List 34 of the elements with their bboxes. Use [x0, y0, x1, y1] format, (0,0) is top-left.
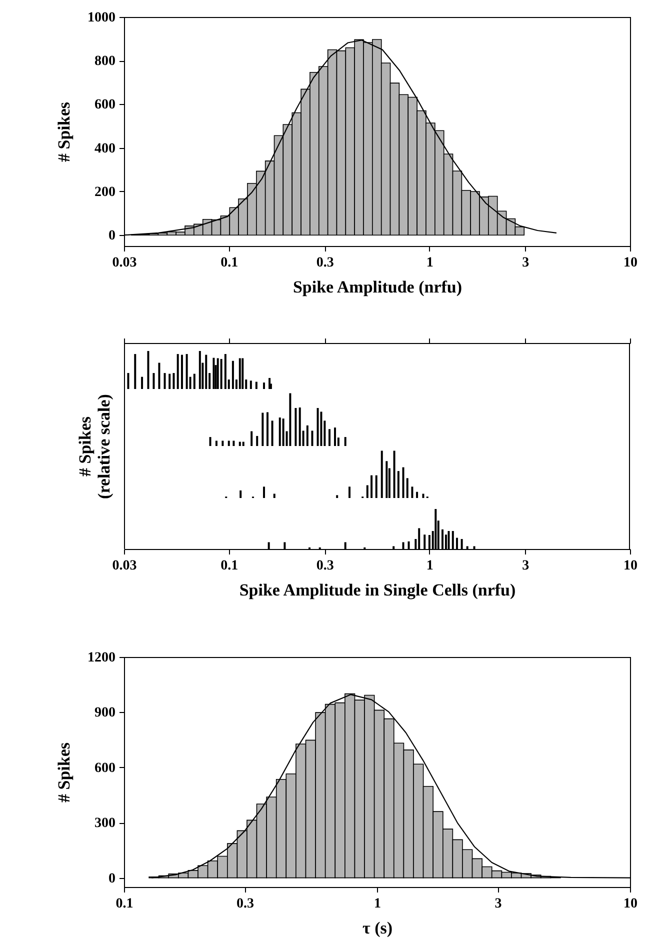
x-tick-label: 0.3	[316, 558, 334, 574]
x-tick-label: 0.3	[316, 256, 334, 270]
y-tick-label: 400	[94, 141, 116, 156]
x-tick-label: 0.1	[220, 558, 238, 574]
y-tick-label: 800	[94, 54, 116, 70]
y-tick-label: 600	[94, 760, 116, 776]
x-tick-label: 0.3	[236, 896, 254, 912]
x-tick-label: 10	[624, 256, 638, 270]
y-tick-label: 1000	[88, 10, 116, 26]
x-tick-label: 3	[522, 256, 530, 270]
x-axis-title: Spike Amplitude (nrfu)	[292, 278, 462, 296]
y-tick-label: 200	[94, 184, 116, 200]
x-tick-label: 3	[522, 558, 530, 574]
x-tick-label: 3	[494, 896, 502, 912]
y-axis-title: # Spikes	[54, 742, 74, 802]
x-tick-label: 1	[374, 896, 381, 912]
y-tick-label: 0	[108, 228, 116, 244]
y-axis-title: # Spikes	[54, 102, 74, 162]
y-tick-label: 0	[108, 871, 116, 886]
x-tick-label: 0.1	[116, 896, 134, 912]
x-tick-label: 0.1	[220, 256, 238, 270]
x-tick-label: 1	[426, 558, 434, 574]
y-tick-label: 900	[94, 706, 116, 721]
y-tick-label: 1200	[88, 650, 116, 666]
y-tick-label: 600	[94, 98, 116, 113]
x-tick-label: 10	[624, 558, 638, 574]
x-axis-title: Spike Amplitude in Single Cells (nrfu)	[239, 580, 516, 600]
x-tick-label: 0.03	[112, 558, 137, 574]
x-tick-label: 0.03	[112, 256, 137, 270]
x-axis-title: τ (s)	[362, 918, 393, 938]
y-tick-label: 300	[94, 816, 116, 832]
y-axis-title: # Spikes (relative scale)	[76, 394, 114, 499]
x-tick-label: 1	[426, 256, 434, 270]
x-tick-label: 10	[624, 896, 638, 912]
